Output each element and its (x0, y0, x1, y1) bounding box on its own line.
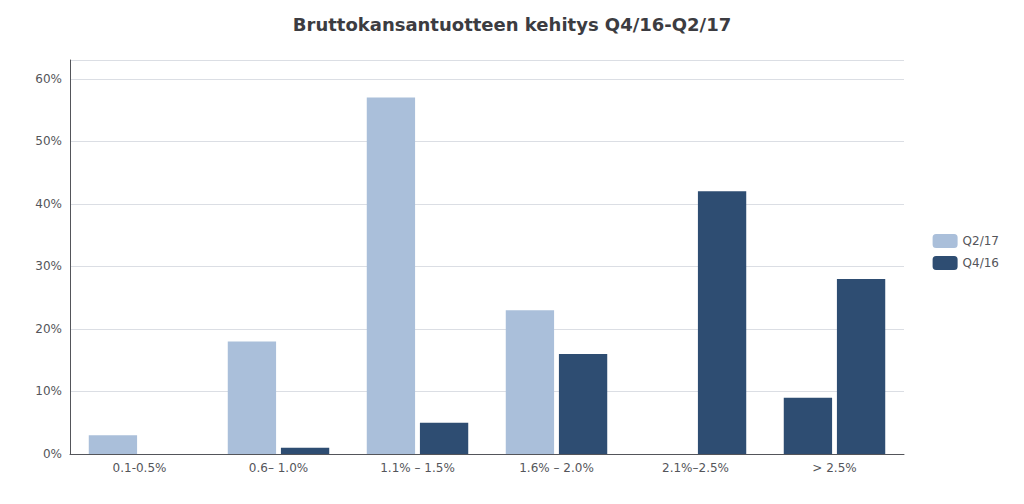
svg-text:40%: 40% (35, 197, 62, 211)
svg-text:Q4/16: Q4/16 (963, 256, 999, 270)
svg-text:0%: 0% (43, 447, 62, 461)
svg-text:Q2/17: Q2/17 (963, 234, 999, 248)
svg-text:20%: 20% (35, 322, 62, 336)
svg-text:> 2.5%: > 2.5% (812, 461, 856, 475)
svg-text:0.6– 1.0%: 0.6– 1.0% (249, 461, 308, 475)
svg-text:2.1%–2.5%: 2.1%–2.5% (662, 461, 729, 475)
svg-text:1.1% – 1.5%: 1.1% – 1.5% (380, 461, 455, 475)
svg-text:50%: 50% (35, 134, 62, 148)
svg-text:0.1-0.5%: 0.1-0.5% (113, 461, 167, 475)
svg-text:10%: 10% (35, 384, 62, 398)
svg-text:30%: 30% (35, 259, 62, 273)
svg-text:Bruttokansantuotteen kehitys Q: Bruttokansantuotteen kehitys Q4/16-Q2/17 (293, 14, 731, 35)
svg-text:60%: 60% (35, 72, 62, 86)
svg-text:1.6% – 2.0%: 1.6% – 2.0% (519, 461, 594, 475)
